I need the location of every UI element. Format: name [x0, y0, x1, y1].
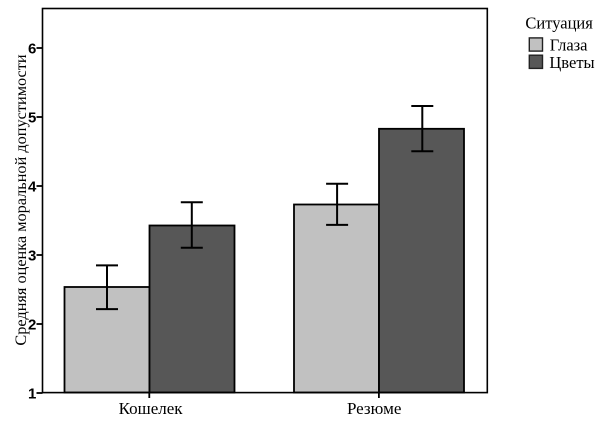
svg-text:Резюме: Резюме [347, 399, 401, 418]
svg-text:Цветы: Цветы [549, 53, 594, 72]
svg-text:Глаза: Глаза [550, 36, 588, 55]
svg-text:2: 2 [28, 316, 36, 333]
svg-text:Ситуация: Ситуация [525, 13, 593, 32]
svg-text:6: 6 [28, 40, 36, 57]
svg-text:Средняя оценка моральной допус: Средняя оценка моральной допустимости [11, 54, 30, 345]
svg-text:4: 4 [28, 178, 37, 195]
svg-text:3: 3 [28, 247, 36, 264]
svg-text:1: 1 [28, 385, 36, 402]
svg-text:5: 5 [28, 109, 36, 126]
svg-text:Кошелек: Кошелек [119, 399, 184, 418]
